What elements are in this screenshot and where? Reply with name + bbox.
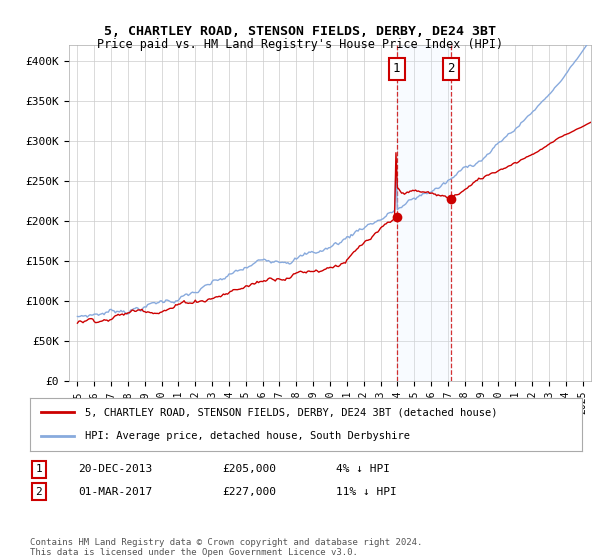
Text: 4% ↓ HPI: 4% ↓ HPI: [336, 464, 390, 474]
Bar: [397, 45, 451, 381]
Text: 2: 2: [447, 62, 454, 75]
Text: 1: 1: [35, 464, 43, 474]
Text: 11% ↓ HPI: 11% ↓ HPI: [336, 487, 397, 497]
Text: 01-MAR-2017: 01-MAR-2017: [78, 487, 152, 497]
Text: £227,000: £227,000: [222, 487, 276, 497]
Text: 5, CHARTLEY ROAD, STENSON FIELDS, DERBY, DE24 3BT: 5, CHARTLEY ROAD, STENSON FIELDS, DERBY,…: [104, 25, 496, 38]
Text: £205,000: £205,000: [222, 464, 276, 474]
Text: 20-DEC-2013: 20-DEC-2013: [78, 464, 152, 474]
Text: 2: 2: [35, 487, 43, 497]
Text: Price paid vs. HM Land Registry's House Price Index (HPI): Price paid vs. HM Land Registry's House …: [97, 38, 503, 51]
Text: 1: 1: [393, 62, 400, 75]
Text: 5, CHARTLEY ROAD, STENSON FIELDS, DERBY, DE24 3BT (detached house): 5, CHARTLEY ROAD, STENSON FIELDS, DERBY,…: [85, 408, 498, 418]
Text: Contains HM Land Registry data © Crown copyright and database right 2024.
This d: Contains HM Land Registry data © Crown c…: [30, 538, 422, 557]
Text: HPI: Average price, detached house, South Derbyshire: HPI: Average price, detached house, Sout…: [85, 431, 410, 441]
